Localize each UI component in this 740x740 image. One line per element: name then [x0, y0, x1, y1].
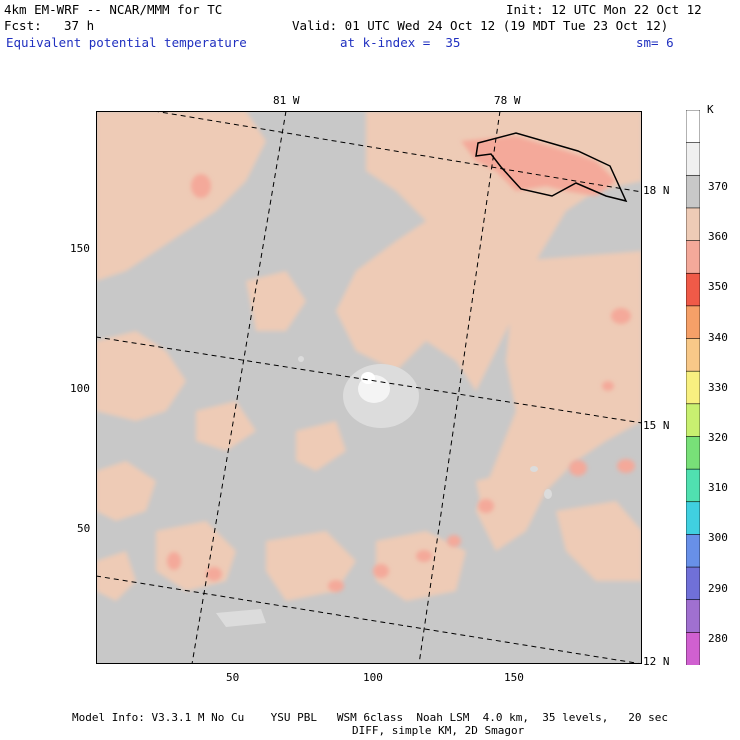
lon-label-81w: 81 W: [273, 94, 300, 107]
color-scale-bar: [686, 110, 700, 665]
colorbar-swatch: [686, 338, 700, 372]
theta-e-near-white-cell: [361, 372, 375, 384]
x-tick-100: 100: [363, 671, 383, 684]
parallel-18n: [153, 111, 642, 193]
colorbar-label-350: 350: [708, 280, 728, 293]
latlon-grid: [96, 111, 642, 664]
model-info-diffusion: DIFF, simple KM, 2D Smagor: [352, 724, 525, 737]
meridian-81w: [191, 111, 287, 664]
colorbar-swatch: [686, 468, 700, 503]
parallel-15n: [96, 336, 642, 424]
colorbar-swatch: [686, 207, 700, 242]
meridian-78w: [418, 111, 501, 664]
colorbar-swatch: [686, 370, 700, 405]
contour-outline: [475, 132, 628, 203]
init-time: Init: 12 UTC Mon 22 Oct 12: [506, 2, 702, 17]
theta-e-map: [96, 111, 642, 664]
colorbar-label-290: 290: [708, 582, 728, 595]
field-name: Equivalent potential temperature: [6, 35, 247, 50]
colorbar-swatch: [686, 534, 700, 568]
colorbar-swatch: [686, 403, 700, 438]
lat-label-12n: 12 N: [643, 655, 670, 668]
valid-time: Valid: 01 UTC Wed 24 Oct 12 (19 MDT Tue …: [292, 18, 669, 33]
colorbar-label-320: 320: [708, 431, 728, 444]
level-index: at k-index = 35: [340, 35, 461, 50]
colorbar-label-330: 330: [708, 381, 728, 394]
colorbar-swatch: [686, 240, 700, 275]
model-title: 4km EM-WRF -- NCAR/MMM for TC: [4, 2, 223, 17]
theta-e-345-regions: [167, 136, 635, 592]
colorbar-swatch: [686, 110, 700, 144]
lat-label-15n: 15 N: [643, 419, 670, 432]
theta-e-350-regions: [96, 111, 642, 601]
x-tick-50: 50: [226, 671, 240, 684]
y-tick-150: 150: [70, 242, 90, 255]
forecast-label: Fcst:: [4, 18, 42, 33]
colorbar-swatch: [686, 632, 700, 665]
colorbar-label-280: 280: [708, 632, 728, 645]
y-tick-100: 100: [70, 382, 90, 395]
colorbar-swatch: [686, 272, 700, 307]
x-tick-150: 150: [504, 671, 524, 684]
colorbar-swatch: [686, 501, 700, 536]
colorbar-swatch: [686, 305, 700, 340]
smoothing: sm= 6: [636, 35, 674, 50]
colorbar-label-340: 340: [708, 331, 728, 344]
colorbar-swatch: [686, 142, 700, 177]
colorbar-label-370: 370: [708, 180, 728, 193]
colorbar-label-300: 300: [708, 531, 728, 544]
colorbar-swatch: [686, 174, 700, 209]
lon-label-78w: 78 W: [494, 94, 521, 107]
colorbar-label-310: 310: [708, 481, 728, 494]
colorbar-swatch: [686, 566, 700, 601]
colorbar-label-360: 360: [708, 230, 728, 243]
parallel-12n: [96, 575, 642, 664]
colorbar-swatch: [686, 599, 700, 634]
map-frame: [96, 111, 642, 664]
colorbar-unit: K: [707, 103, 714, 116]
lat-label-18n: 18 N: [643, 184, 670, 197]
colorbar-swatch: [686, 436, 700, 470]
forecast-hour: 37 h: [64, 18, 95, 33]
y-tick-50: 50: [77, 522, 91, 535]
model-info: Model Info: V3.3.1 M No Cu YSU PBL WSM 6…: [72, 711, 669, 724]
